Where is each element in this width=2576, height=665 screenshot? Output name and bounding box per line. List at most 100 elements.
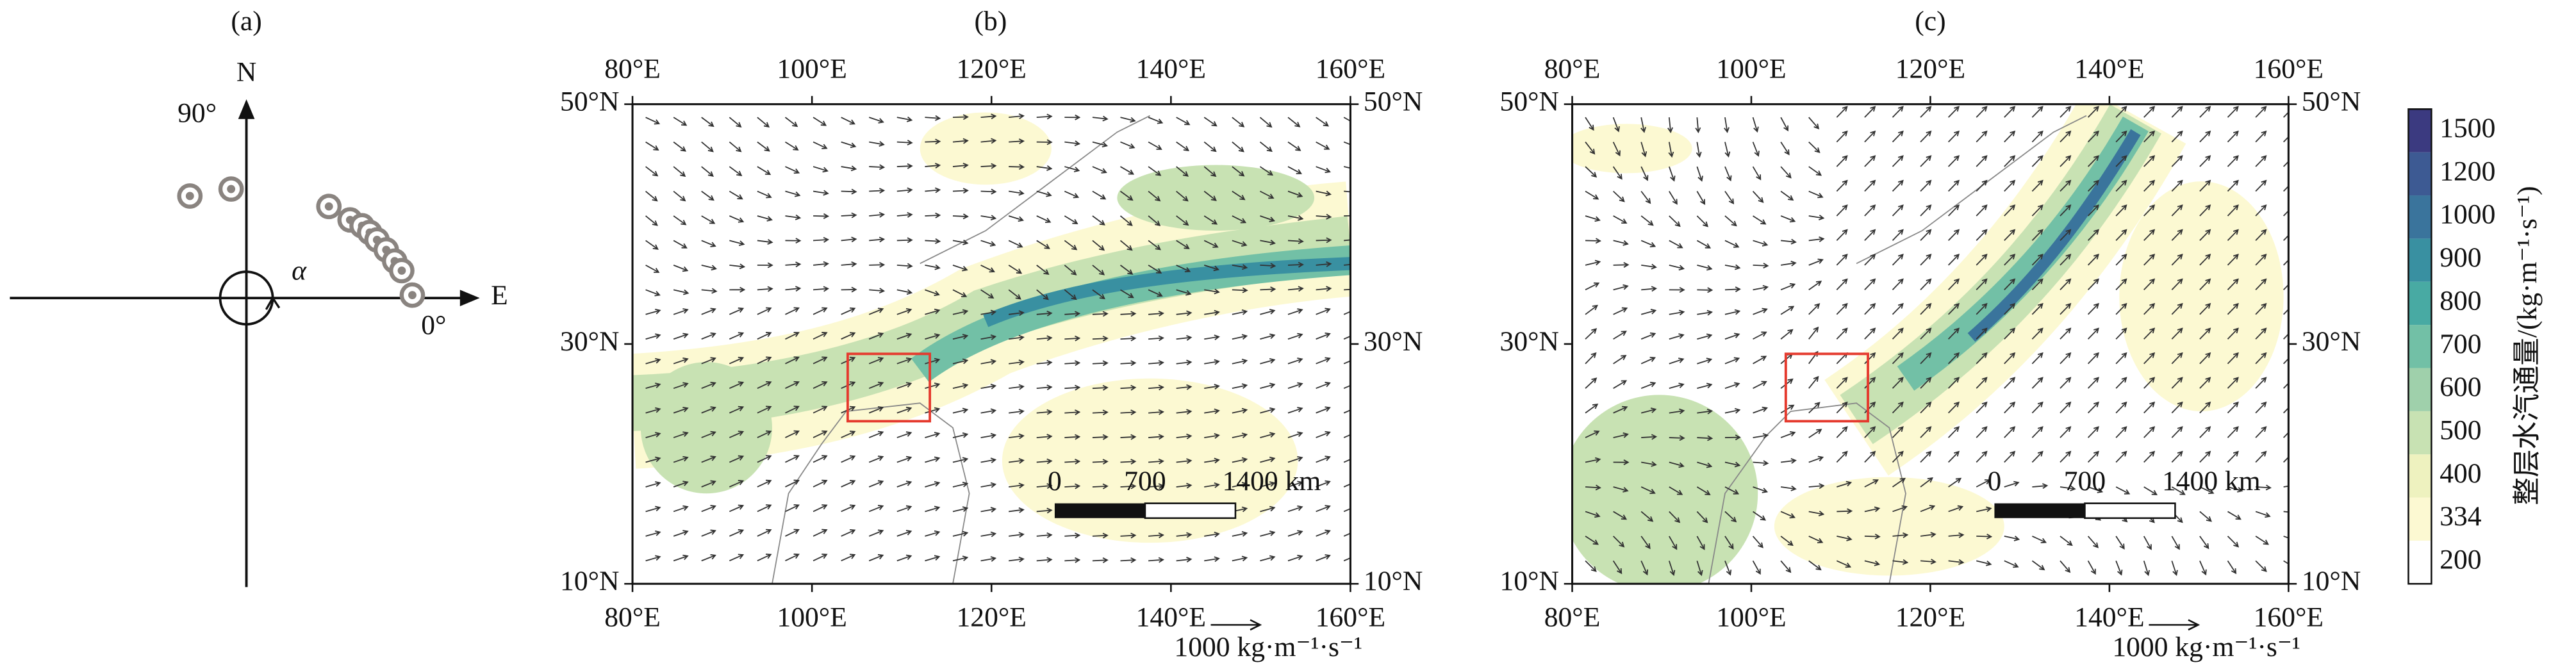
wind-arrow (869, 141, 885, 147)
wind-arrow (2283, 209, 2289, 217)
wind-arrow (1892, 155, 1904, 167)
wind-arrow (1232, 383, 1248, 390)
wind-arrow (1976, 278, 1988, 290)
wind-arrow (1724, 407, 1741, 414)
wind-arrow (1259, 141, 1273, 152)
wind-arrow (2227, 486, 2243, 493)
wind-arrow (1892, 204, 1904, 217)
wind-arrow (1287, 141, 1301, 151)
wind-arrow (1092, 360, 1109, 366)
wind-arrow (1892, 352, 1904, 365)
wind-arrow (1920, 426, 1932, 438)
wind-arrow (896, 480, 912, 488)
wind-arrow (2171, 302, 2183, 315)
wind-arrow (925, 163, 941, 168)
wind-arrow (925, 432, 941, 438)
axis-label: N (236, 56, 256, 87)
wind-arrow (1260, 382, 1276, 390)
colorbar-label: 600 (2440, 372, 2481, 402)
wind-arrow (2004, 179, 2016, 192)
wind-arrow (2199, 302, 2211, 315)
wind-arrow (1780, 511, 1796, 519)
wind-arrow (2060, 204, 2072, 217)
wind-arrow (2087, 426, 2099, 438)
wind-arrow (2031, 155, 2043, 167)
wind-arrow (813, 381, 828, 389)
wind-arrow (1316, 261, 1332, 267)
wind-arrow (1120, 141, 1135, 149)
wind-arrow (1947, 155, 1960, 167)
wind-arrow (1892, 130, 1904, 143)
panel-label: (a) (231, 6, 261, 37)
wind-arrow (2031, 229, 2043, 242)
wind-arrow (1260, 456, 1276, 463)
wind-arrow (1808, 303, 1821, 315)
wind-arrow (1836, 560, 1852, 568)
wind-arrow (1260, 333, 1276, 340)
wind-arrow (1836, 327, 1848, 340)
wind-arrow (645, 407, 661, 414)
wind-arrow (2115, 278, 2127, 290)
wind-arrow (1092, 115, 1109, 122)
wind-arrow (1120, 434, 1137, 440)
wind-arrow (2255, 401, 2267, 414)
wind-arrow (2143, 229, 2156, 242)
wind-arrow (1259, 166, 1274, 176)
wind-arrow (1203, 190, 1217, 201)
wind-arrow (1287, 505, 1303, 513)
wind-arrow (2087, 536, 2099, 548)
wind-arrow (1724, 240, 1740, 248)
wind-arrow (2115, 130, 2127, 143)
wind-arrow (1287, 286, 1304, 292)
wind-arrow (2004, 253, 2016, 266)
wind-arrow (1864, 401, 1876, 414)
wind-arrow (1976, 560, 1992, 566)
wind-arrow (1697, 357, 1713, 365)
wind-arrow (896, 187, 913, 193)
wind-arrow (1120, 117, 1136, 123)
wind-arrow (757, 356, 772, 365)
y-tick-label: 30°N (560, 326, 619, 357)
colorbar-label: 900 (2440, 242, 2481, 273)
wind-arrow (2115, 352, 2127, 365)
wind-arrow (841, 307, 856, 315)
wind-arrow (1036, 458, 1053, 464)
wind-arrow (1064, 166, 1080, 172)
wind-arrow (785, 214, 802, 220)
wind-arrow (1009, 458, 1025, 464)
wind-arrow (1120, 532, 1137, 539)
wind-arrow (1669, 333, 1685, 340)
wind-arrow (1976, 401, 1988, 414)
wind-arrow (1724, 166, 1732, 182)
wind-arrow (729, 554, 745, 562)
wind-arrow (673, 382, 689, 390)
wind-arrow (1669, 382, 1685, 390)
wind-arrow (2283, 456, 2289, 463)
wind-arrow (1092, 166, 1107, 174)
wind-arrow (841, 141, 857, 148)
wind-arrow (1176, 557, 1193, 562)
wind-arrow (1864, 278, 1876, 290)
wind-arrow (785, 141, 799, 151)
wind-arrow (1696, 215, 1709, 227)
wind-arrow (1287, 261, 1304, 268)
x-tick-label: 160°E (2254, 53, 2324, 84)
wind-arrow (1232, 240, 1248, 247)
wind-arrow (2199, 426, 2211, 438)
wind-arrow (2255, 204, 2267, 217)
wind-arrow (2087, 130, 2099, 143)
wind-arrow (1864, 426, 1876, 438)
wind-arrow (2087, 560, 2096, 575)
wind-arrow (1343, 483, 1351, 488)
wind-arrow (2283, 357, 2289, 365)
wind-arrow (2143, 179, 2156, 192)
wind-arrow (980, 531, 997, 538)
wind-arrow (1585, 457, 1601, 463)
wind-arrow (841, 431, 856, 438)
wind-arrow (2031, 352, 2043, 365)
wind-arrow (1148, 311, 1164, 316)
angle-label: α (292, 256, 307, 286)
wind-arrow (1892, 450, 1904, 463)
wind-arrow (1260, 240, 1276, 245)
wind-arrow (1064, 289, 1077, 300)
